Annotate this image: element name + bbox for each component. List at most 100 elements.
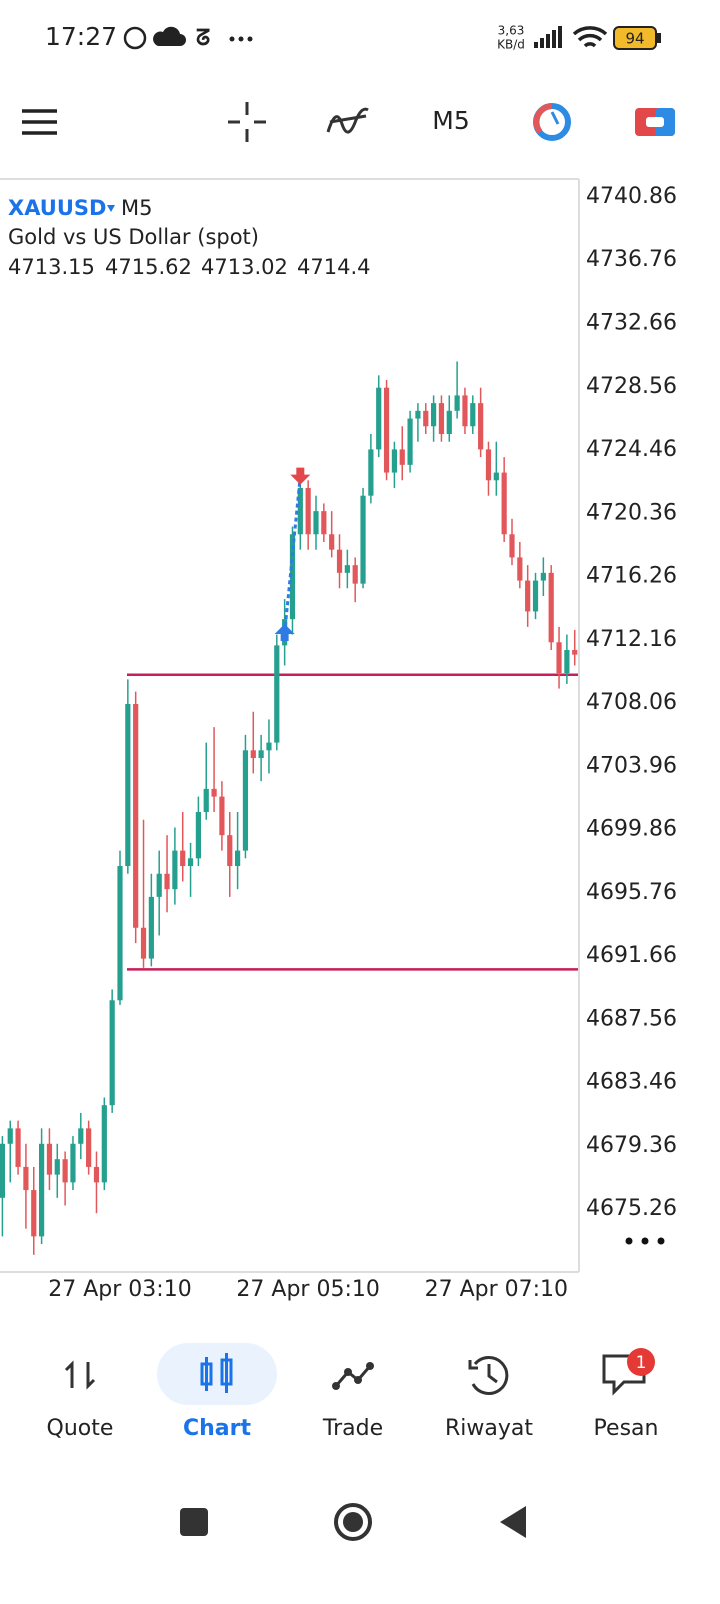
candle-body — [86, 1128, 92, 1167]
home-button[interactable] — [334, 1503, 372, 1541]
y-tick-label: 4683.46 — [586, 1070, 677, 1095]
symbol[interactable]: XAUUSD — [8, 196, 106, 220]
candle-body — [46, 1143, 53, 1175]
net-speed: 3,63 — [498, 24, 525, 38]
candle-body — [329, 534, 335, 550]
whatsapp-icon — [123, 26, 147, 50]
candle-body — [133, 704, 139, 928]
candle-body — [187, 858, 194, 867]
candle-body — [7, 1128, 13, 1144]
net-unit: KB/d — [497, 38, 525, 52]
y-tick-label: 4720.36 — [586, 500, 677, 525]
candle-body — [250, 750, 256, 759]
candle-body — [321, 511, 327, 535]
candle-body — [258, 750, 264, 759]
candle-body — [517, 557, 523, 581]
candle-body — [242, 750, 249, 851]
back-button[interactable] — [500, 1506, 526, 1538]
quote-icon — [64, 1360, 96, 1390]
badge — [627, 1348, 655, 1376]
ohlc-line: 4713.15 4715.62 4713.02 4714.4 — [8, 255, 370, 279]
candle-body — [540, 572, 546, 581]
y-tick-label: 4687.56 — [586, 1006, 677, 1031]
nav-label[interactable]: Quote — [47, 1416, 114, 1441]
badge-count: 1 — [636, 1353, 647, 1373]
candle-body — [383, 387, 390, 473]
candle-body — [211, 788, 217, 797]
y-tick-label: 4691.66 — [586, 943, 677, 968]
nav-label[interactable]: Pesan — [594, 1416, 659, 1441]
candle-body — [564, 650, 570, 674]
candle-body — [572, 650, 578, 655]
x-tick-label: 27 Apr 07:10 — [425, 1277, 568, 1302]
candle-body — [227, 835, 233, 867]
cloud-icon — [153, 26, 186, 46]
battery — [613, 26, 657, 50]
candle-body — [399, 449, 405, 465]
candle-body — [101, 1105, 107, 1183]
candle-body — [415, 410, 421, 419]
recents-button[interactable] — [180, 1508, 208, 1536]
candle-body — [219, 796, 225, 836]
sell-arrow — [290, 467, 311, 485]
timeframe-button[interactable]: M5 — [432, 106, 469, 135]
candle-body — [431, 403, 437, 427]
candle-body — [140, 927, 147, 959]
candle-body — [423, 410, 429, 427]
y-tick-label: 4732.66 — [586, 311, 677, 336]
candle-body — [446, 410, 452, 434]
candle-body — [93, 1166, 100, 1183]
plot — [0, 361, 578, 1255]
chart-timeframe: M5 — [121, 196, 152, 220]
nav-label[interactable]: Chart — [183, 1416, 252, 1441]
x-tick-label: 27 Apr 05:10 — [236, 1277, 379, 1302]
indicators-button[interactable] — [326, 107, 369, 134]
candle-body — [70, 1143, 76, 1183]
candle-body — [344, 565, 350, 573]
candle-body — [485, 449, 492, 481]
candle-body — [78, 1128, 84, 1144]
chart-icon — [200, 1353, 233, 1393]
candle-body — [525, 580, 531, 612]
candle-body — [407, 418, 413, 465]
more-button[interactable] — [625, 1237, 665, 1245]
candle-body — [164, 873, 170, 890]
nav-label[interactable]: Trade — [322, 1416, 383, 1441]
y-tick-label: 4679.36 — [586, 1133, 677, 1158]
candle-body — [54, 1159, 60, 1175]
candle-body — [148, 896, 154, 959]
history-icon — [468, 1356, 509, 1395]
candle-body — [172, 850, 178, 890]
battery-level: 94 — [625, 30, 644, 48]
y-tick-label: 4736.76 — [586, 247, 677, 272]
x-tick-label: 27 Apr 03:10 — [48, 1277, 191, 1302]
buy-arrow — [274, 624, 295, 642]
candle-body — [509, 534, 515, 558]
symbol-description: Gold vs US Dollar (spot) — [8, 225, 259, 249]
candle-body — [0, 1143, 5, 1198]
candle-body — [556, 642, 562, 674]
candle-body — [548, 572, 554, 643]
candle-body — [39, 1143, 45, 1237]
candle-body — [454, 395, 460, 411]
candle-body — [462, 395, 468, 427]
y-tick-label: 4708.06 — [586, 690, 677, 715]
clock: 17:27 — [45, 22, 117, 51]
y-tick-label: 4699.86 — [586, 817, 677, 842]
crosshair-button[interactable] — [228, 102, 266, 142]
open: 4713.15 — [8, 255, 95, 279]
high: 4715.62 — [105, 255, 192, 279]
candle-body — [501, 472, 507, 535]
candle-body — [470, 403, 476, 427]
y-tick-label: 4728.56 — [586, 374, 677, 399]
nav-label[interactable]: Riwayat — [445, 1416, 533, 1441]
candle-body — [15, 1128, 21, 1167]
candle-body — [156, 873, 162, 897]
candle-body — [31, 1190, 37, 1237]
menu-button[interactable] — [22, 109, 57, 135]
candle-body — [235, 850, 241, 867]
y-tick-label: 4675.26 — [586, 1196, 677, 1221]
candle-body — [360, 495, 366, 584]
candle-body — [117, 866, 123, 1001]
